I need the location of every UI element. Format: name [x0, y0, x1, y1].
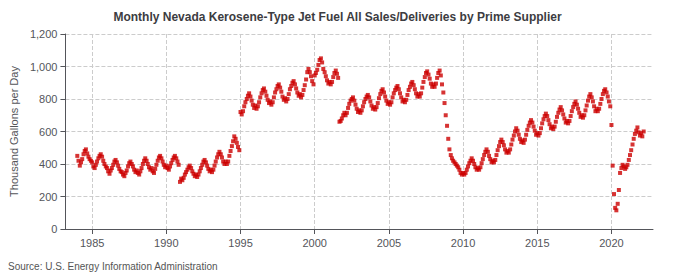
svg-text:1,000: 1,000	[30, 61, 58, 73]
svg-text:1990: 1990	[154, 237, 178, 249]
svg-text:2005: 2005	[377, 237, 401, 249]
svg-text:2010: 2010	[451, 237, 475, 249]
svg-text:2015: 2015	[525, 237, 549, 249]
svg-text:600: 600	[39, 126, 57, 138]
svg-text:Monthly Nevada Kerosene-Type J: Monthly Nevada Kerosene-Type Jet Fuel Al…	[113, 10, 561, 24]
svg-text:800: 800	[39, 93, 57, 105]
svg-text:2000: 2000	[302, 237, 326, 249]
svg-text:0: 0	[51, 223, 57, 235]
svg-text:Thousand Gallons per Day: Thousand Gallons per Day	[8, 66, 20, 197]
svg-text:1995: 1995	[228, 237, 252, 249]
svg-text:400: 400	[39, 158, 57, 170]
svg-text:2020: 2020	[599, 237, 623, 249]
svg-text:1,200: 1,200	[30, 28, 58, 40]
svg-text:1985: 1985	[80, 237, 104, 249]
svg-text:Source: U.S. Energy Informatio: Source: U.S. Energy Information Administ…	[8, 261, 218, 272]
svg-text:200: 200	[39, 191, 57, 203]
